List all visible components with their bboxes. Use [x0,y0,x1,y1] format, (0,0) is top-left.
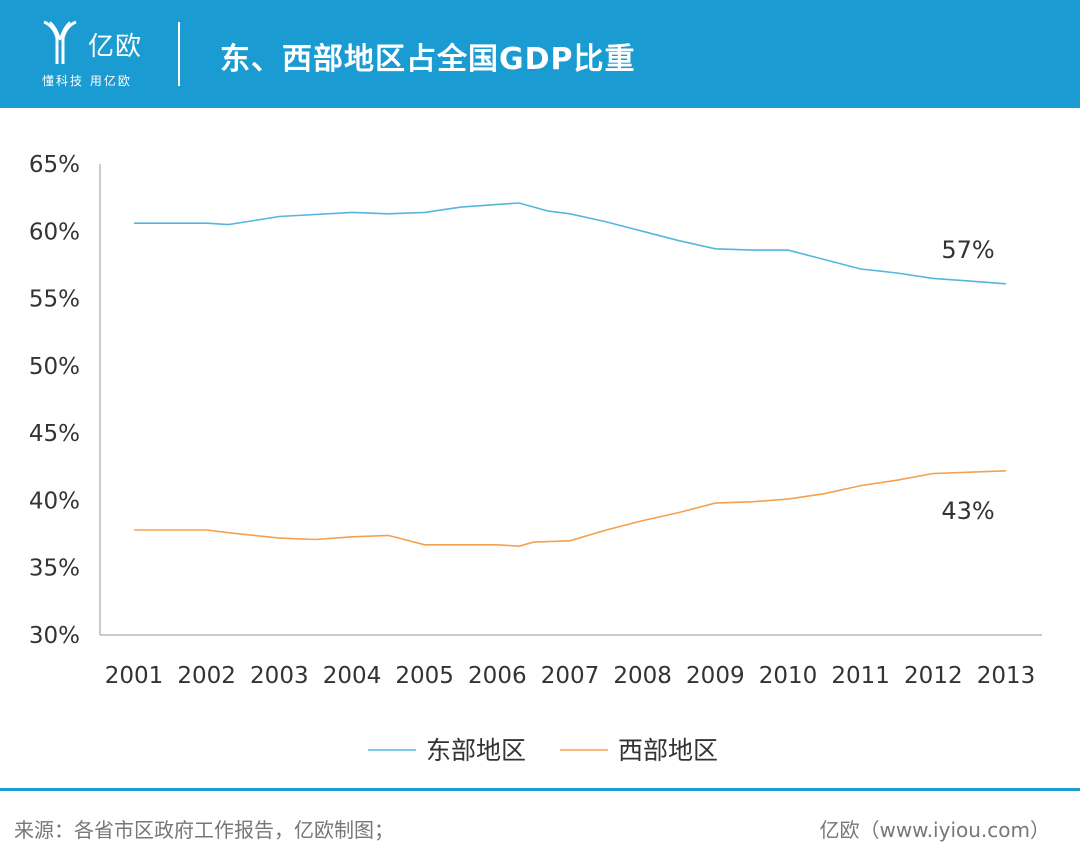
header-banner: 亿欧 懂科技 用亿欧 东、西部地区占全国GDP比重 [0,0,1080,108]
yiou-logo-icon [43,20,77,64]
x-tick-label: 2004 [323,663,382,689]
y-tick-label: 65% [29,152,80,178]
x-tick-label: 2011 [831,663,890,689]
footer-divider [0,788,1080,791]
x-tick-label: 2006 [468,663,527,689]
y-tick-label: 55% [29,287,80,313]
logo-wordmark: 亿欧 [88,32,143,62]
x-tick-label: 2008 [613,663,672,689]
line-chart: 30%35%40%45%50%55%60%65% 2001 2002 2003 200… [29,152,1042,765]
brand-logo[interactable]: 亿欧 懂科技 用亿欧 [28,14,148,94]
logo-slogan: 懂科技 用亿欧 [42,74,132,88]
x-tick-label: 2002 [177,663,236,689]
y-tick-label: 35% [29,556,80,582]
y-tick-label: 30% [29,623,80,649]
end-value-label: 43% [941,497,994,525]
end-value-label: 57% [941,236,994,264]
chart-legend: 东部地区 西部地区 [368,736,718,765]
page-title: 东、西部地区占全国GDP比重 [220,42,636,77]
legend-label: 西部地区 [618,736,718,765]
x-tick-label: 2001 [105,663,164,689]
end-labels: 57% 43% [941,236,994,525]
x-axis-ticks: 2001 2002 2003 2004 2005 2006 2007 2008 2009 2010… [105,663,1036,689]
x-tick-label: 2003 [250,663,309,689]
y-axis-ticks: 30% 35% 40% 45% 50% 55% 60% 65% [29,152,80,649]
source-note: 来源：各省市区政府工作报告，亿欧制图； [14,818,394,842]
x-tick-label: 2009 [686,663,745,689]
series-line-west [134,470,1007,548]
x-tick-label: 2013 [977,663,1036,689]
x-tick-label: 2007 [541,663,600,689]
series-line-east [134,202,1007,285]
series-layer [134,202,1007,548]
x-tick-label: 2005 [395,663,454,689]
credit-note: 亿欧（www.iyiou.com） [819,818,1050,842]
x-tick-label: 2012 [904,663,963,689]
y-tick-label: 45% [29,421,80,447]
y-tick-label: 50% [29,354,80,380]
legend-label: 东部地区 [426,736,526,765]
y-tick-label: 40% [29,488,80,514]
x-tick-label: 2010 [759,663,818,689]
y-tick-label: 60% [29,219,80,245]
header-divider [178,22,180,86]
